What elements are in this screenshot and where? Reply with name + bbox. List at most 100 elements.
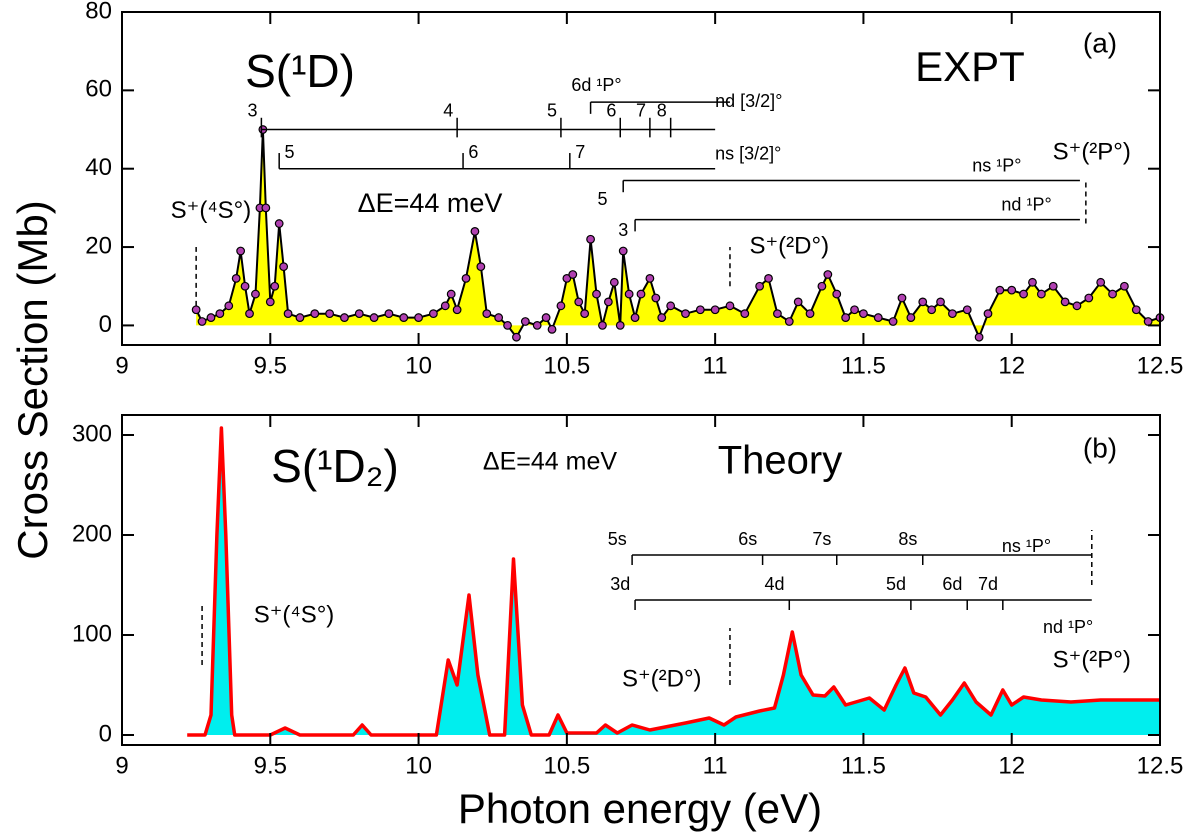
data-point bbox=[461, 274, 471, 283]
data-point bbox=[556, 301, 566, 311]
data-point bbox=[764, 274, 773, 283]
data-point bbox=[512, 332, 521, 342]
data-point bbox=[240, 281, 250, 291]
data-point bbox=[918, 297, 928, 307]
series-name: ns ¹P° bbox=[1002, 536, 1051, 556]
x-tick-label: 11.5 bbox=[841, 752, 886, 779]
data-point bbox=[429, 309, 438, 319]
data-point bbox=[1120, 281, 1129, 291]
data-point bbox=[270, 281, 280, 291]
level-label: 5 bbox=[597, 189, 607, 209]
x-tick-label: 9.5 bbox=[254, 352, 287, 379]
data-point bbox=[784, 317, 794, 326]
data-point bbox=[888, 317, 898, 326]
y-tick-label: 200 bbox=[72, 520, 112, 547]
panel-tag: (a) bbox=[1083, 27, 1117, 58]
level-label: 7 bbox=[636, 101, 646, 121]
threshold-label: S⁺(⁴S°) bbox=[171, 197, 252, 224]
data-point bbox=[310, 309, 320, 319]
level-label: 4 bbox=[443, 101, 453, 121]
data-point bbox=[1084, 293, 1094, 303]
y-tick-label: 40 bbox=[85, 154, 112, 181]
data-point bbox=[1096, 277, 1106, 287]
data-point bbox=[725, 301, 735, 311]
data-point bbox=[547, 324, 557, 334]
data-point bbox=[859, 309, 868, 319]
data-point bbox=[1007, 285, 1017, 295]
panel-tag: (b) bbox=[1083, 432, 1117, 463]
data-point bbox=[197, 317, 207, 326]
x-axis-title: Photon energy (eV) bbox=[458, 785, 822, 832]
x-tick-label: 11 bbox=[703, 752, 728, 779]
data-point bbox=[206, 313, 216, 322]
y-tick-label: 0 bbox=[99, 720, 112, 747]
data-point bbox=[452, 305, 462, 315]
data-point bbox=[592, 289, 601, 299]
data-point bbox=[974, 332, 984, 342]
data-point bbox=[274, 219, 284, 228]
data-point bbox=[823, 270, 833, 279]
data-point bbox=[618, 246, 628, 256]
data-point bbox=[1143, 317, 1153, 326]
data-point bbox=[615, 321, 625, 330]
data-point bbox=[476, 262, 486, 272]
data-point bbox=[636, 289, 646, 299]
data-point bbox=[215, 309, 225, 319]
data-point bbox=[1131, 305, 1141, 315]
level-label: 7d bbox=[978, 574, 998, 594]
data-point bbox=[983, 309, 993, 319]
data-point bbox=[1072, 301, 1082, 311]
data-point bbox=[645, 274, 655, 283]
panel-label: Theory bbox=[718, 439, 843, 483]
level-label: 6s bbox=[738, 529, 757, 549]
level-label: 8 bbox=[657, 101, 667, 121]
data-point bbox=[1108, 289, 1117, 299]
x-tick-label: 10 bbox=[405, 352, 432, 379]
level-label: 7 bbox=[575, 142, 585, 162]
x-tick-label: 9 bbox=[115, 352, 128, 379]
level-label: 3d bbox=[610, 574, 630, 594]
x-tick-label: 12.5 bbox=[1137, 752, 1184, 779]
data-line bbox=[187, 426, 1160, 737]
x-tick-label: 11 bbox=[703, 352, 728, 379]
data-point bbox=[755, 281, 765, 291]
data-point bbox=[574, 297, 584, 307]
level-label: 5d bbox=[886, 574, 906, 594]
level-label: 6 bbox=[606, 101, 616, 121]
x-tick-label: 9 bbox=[115, 752, 128, 779]
x-tick-label: 9.5 bbox=[254, 752, 287, 779]
data-point bbox=[325, 309, 335, 319]
data-point bbox=[1048, 281, 1058, 291]
data-point bbox=[1060, 297, 1070, 307]
threshold-label: S⁺(²P°) bbox=[1053, 646, 1131, 673]
series-name: ns ¹P° bbox=[972, 155, 1021, 175]
data-point bbox=[440, 301, 450, 311]
x-tick-label: 10 bbox=[405, 752, 432, 779]
data-point bbox=[369, 313, 379, 322]
data-point bbox=[1019, 289, 1028, 299]
data-point bbox=[805, 309, 815, 319]
data-point bbox=[470, 226, 480, 236]
data-point bbox=[384, 309, 394, 319]
y-axis-title: Cross Section (Mb) bbox=[9, 200, 56, 559]
data-point bbox=[503, 321, 512, 330]
threshold-label: S⁺(²D°) bbox=[749, 232, 829, 259]
data-point bbox=[541, 313, 551, 322]
data-point bbox=[494, 313, 504, 322]
data-point bbox=[603, 297, 613, 307]
data-point bbox=[354, 309, 364, 319]
data-point bbox=[841, 313, 851, 322]
data-point bbox=[251, 289, 260, 299]
y-tick-label: 300 bbox=[72, 420, 112, 447]
level-label: 5 bbox=[547, 101, 557, 121]
data-point bbox=[873, 313, 883, 322]
data-point bbox=[906, 313, 916, 322]
y-tick-label: 60 bbox=[85, 76, 112, 103]
area-fill bbox=[196, 129, 1161, 338]
plot-frame bbox=[121, 11, 1161, 346]
data-point bbox=[657, 313, 667, 322]
series-name: 6d ¹P° bbox=[571, 75, 621, 95]
level-label: 5 bbox=[285, 142, 295, 162]
data-point bbox=[773, 309, 782, 319]
